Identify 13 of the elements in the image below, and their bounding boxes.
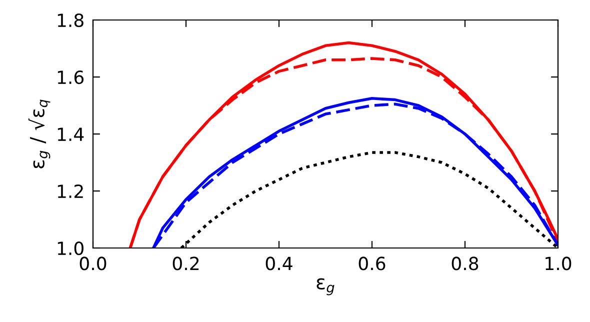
y-tick-label: 1.2 xyxy=(58,184,83,198)
x-tick-label: 0.2 xyxy=(172,256,199,270)
x-tick-label: 1.0 xyxy=(546,256,572,270)
y-tick-label: 1.6 xyxy=(58,70,84,84)
x-tick-label: 0.6 xyxy=(358,256,386,270)
y-tick-label: 1.8 xyxy=(58,13,84,28)
y-tick-label: 1.0 xyxy=(58,241,84,256)
x-tick-label: 0.0 xyxy=(80,256,106,270)
x-tick-label: 0.4 xyxy=(266,256,292,270)
y-tick-label: 1.4 xyxy=(58,128,84,141)
y-axis-title: ε$_{g}$ / √ε$_{q}$ xyxy=(28,100,50,168)
x-axis-title: ε$_{g}$ xyxy=(316,278,334,296)
x-tick-label: 0.8 xyxy=(452,256,478,270)
